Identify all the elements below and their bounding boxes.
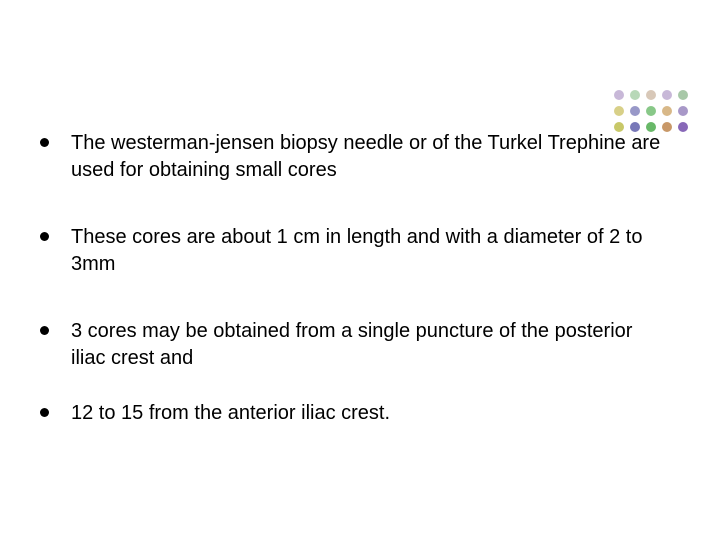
decorative-dots-corner bbox=[614, 90, 690, 134]
bullet-marker-icon bbox=[40, 326, 49, 335]
dot-icon bbox=[630, 106, 640, 116]
dot-icon bbox=[678, 106, 688, 116]
bullet-item: The westerman-jensen biopsy needle or of… bbox=[40, 130, 670, 184]
bullet-marker-icon bbox=[40, 138, 49, 147]
dot-icon bbox=[646, 90, 656, 100]
bullet-marker-icon bbox=[40, 232, 49, 241]
bullet-item: These cores are about 1 cm in length and… bbox=[40, 224, 670, 278]
dot-icon bbox=[614, 90, 624, 100]
bullet-text: The westerman-jensen biopsy needle or of… bbox=[71, 130, 670, 184]
dot-icon bbox=[614, 106, 624, 116]
bullet-text: 12 to 15 from the anterior iliac crest. bbox=[71, 400, 670, 427]
dot-icon bbox=[662, 106, 672, 116]
bullet-text: These cores are about 1 cm in length and… bbox=[71, 224, 670, 278]
bullet-text: 3 cores may be obtained from a single pu… bbox=[71, 318, 670, 372]
dot-icon bbox=[678, 122, 688, 132]
dot-icon bbox=[630, 90, 640, 100]
bullet-item: 3 cores may be obtained from a single pu… bbox=[40, 318, 670, 372]
dot-icon bbox=[646, 106, 656, 116]
slide-content: The westerman-jensen biopsy needle or of… bbox=[40, 130, 670, 427]
bullet-item: 12 to 15 from the anterior iliac crest. bbox=[40, 400, 670, 427]
dot-icon bbox=[662, 90, 672, 100]
bullet-marker-icon bbox=[40, 408, 49, 417]
dot-icon bbox=[678, 90, 688, 100]
